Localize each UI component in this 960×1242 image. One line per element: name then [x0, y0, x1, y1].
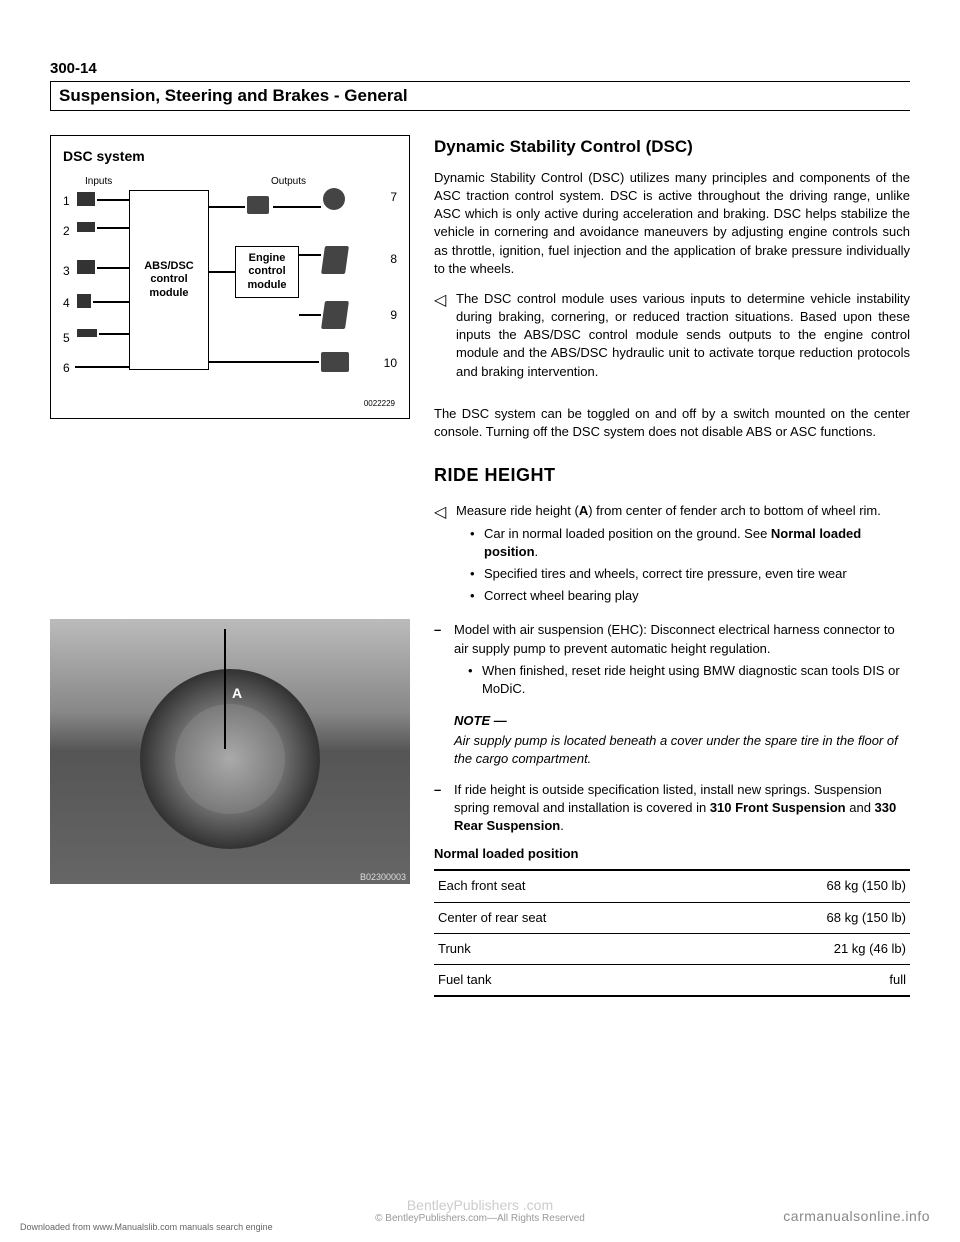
- ride-height-heading: RIDE HEIGHT: [434, 463, 910, 488]
- bullet-icon: •: [468, 662, 482, 698]
- bullet-icon: •: [470, 587, 484, 605]
- photo-id: B02300003: [360, 872, 406, 882]
- spark-icon: [321, 301, 349, 329]
- arrow: [97, 227, 129, 229]
- input-num-1: 1: [63, 194, 70, 208]
- dash-body: Model with air suspension (EHC): Disconn…: [454, 621, 910, 702]
- output-num-7: 7: [390, 190, 397, 204]
- input-num-3: 3: [63, 264, 70, 278]
- page-number: 300-14: [50, 60, 910, 77]
- bullet-text: Specified tires and wheels, correct tire…: [484, 565, 847, 583]
- arrow: [209, 271, 235, 273]
- spark-icon: [321, 246, 349, 274]
- table-row: Each front seat68 kg (150 lb): [434, 870, 910, 902]
- arrow: [209, 361, 319, 363]
- table-cell-value: 21 kg (46 lb): [706, 933, 910, 964]
- steering-icon: [323, 188, 345, 210]
- bullet-text: When finished, reset ride height using B…: [482, 662, 910, 698]
- dash-text: Model with air suspension (EHC): Disconn…: [454, 621, 910, 657]
- arrow: [97, 267, 129, 269]
- sensor-icon: [77, 260, 95, 274]
- wheel-photo: A B02300003: [50, 619, 410, 884]
- text: Car in normal loaded position on the gro…: [484, 526, 771, 541]
- table-cell-value: 68 kg (150 lb): [706, 902, 910, 933]
- measurement-arrow: [224, 629, 226, 749]
- outputs-label: Outputs: [271, 176, 306, 187]
- arrow: [299, 254, 321, 256]
- sensor-icon: [77, 294, 91, 308]
- sensor-icon: [77, 222, 95, 232]
- dsc-para-1: Dynamic Stability Control (DSC) utilizes…: [434, 169, 910, 278]
- triangle-indicator-icon: ◁: [434, 502, 456, 524]
- output-num-10: 10: [384, 356, 397, 370]
- table-cell-value: full: [706, 964, 910, 996]
- arrow: [273, 206, 321, 208]
- dash-icon: –: [434, 781, 454, 836]
- dash-text: If ride height is outside specification …: [454, 781, 910, 836]
- arrow: [209, 206, 245, 208]
- bullet-text: Car in normal loaded position on the gro…: [484, 525, 910, 561]
- text-bold: 310 Front Suspension: [710, 800, 846, 815]
- arrow: [93, 301, 129, 303]
- dash-icon: –: [434, 621, 454, 702]
- output-num-9: 9: [390, 308, 397, 322]
- footer-right: carmanualsonline.info: [783, 1208, 930, 1224]
- input-num-2: 2: [63, 224, 70, 238]
- wheel-rim: [175, 704, 285, 814]
- text: and: [846, 800, 875, 815]
- load-table-title: Normal loaded position: [434, 845, 910, 863]
- sensor-icon: [77, 329, 97, 337]
- ride-height-intro: Measure ride height (A) from center of f…: [456, 502, 910, 520]
- bullet-text: Correct wheel bearing play: [484, 587, 639, 605]
- abs-dsc-module-box: ABS/DSC control module: [129, 190, 209, 370]
- table-cell-value: 68 kg (150 lb): [706, 870, 910, 902]
- arrow: [299, 314, 321, 316]
- text: .: [560, 818, 564, 833]
- dsc-para-2: The DSC control module uses various inpu…: [456, 290, 910, 381]
- measurement-label: A: [232, 685, 242, 701]
- dsc-diagram-title: DSC system: [63, 148, 397, 164]
- dsc-system-diagram: DSC system Inputs Outputs 1 2 3 4 5 6: [50, 135, 410, 419]
- note-body: Air supply pump is located beneath a cov…: [454, 732, 910, 768]
- dsc-heading: Dynamic Stability Control (DSC): [434, 135, 910, 159]
- input-num-6: 6: [63, 361, 70, 375]
- bullet-icon: •: [470, 525, 484, 561]
- table-cell-label: Trunk: [434, 933, 706, 964]
- triangle-indicator-icon: ◁: [434, 290, 456, 312]
- dsc-para-3: The DSC system can be toggled on and off…: [434, 405, 910, 441]
- table-row: Fuel tankfull: [434, 964, 910, 996]
- diagram-id: 0022229: [364, 399, 395, 408]
- text: ) from center of fender arch to bottom o…: [588, 503, 881, 518]
- table-row: Trunk21 kg (46 lb): [434, 933, 910, 964]
- table-cell-label: Center of rear seat: [434, 902, 706, 933]
- table-cell-label: Each front seat: [434, 870, 706, 902]
- section-title: Suspension, Steering and Brakes - Genera…: [50, 81, 910, 111]
- table-cell-label: Fuel tank: [434, 964, 706, 996]
- arrow: [97, 199, 129, 201]
- arrow: [75, 366, 129, 368]
- table-row: Center of rear seat68 kg (150 lb): [434, 902, 910, 933]
- note-heading: NOTE —: [454, 712, 910, 730]
- arrow: [99, 333, 129, 335]
- text: Measure ride height (: [456, 503, 579, 518]
- inputs-label: Inputs: [85, 176, 112, 187]
- right-column: Dynamic Stability Control (DSC) Dynamic …: [434, 135, 910, 997]
- load-table: Each front seat68 kg (150 lb) Center of …: [434, 869, 910, 997]
- measure-ref: A: [579, 503, 588, 518]
- engine-module-box: Engine control module: [235, 246, 299, 298]
- text: .: [535, 544, 539, 559]
- throttle-icon: [321, 352, 349, 372]
- bullet-icon: •: [470, 565, 484, 583]
- left-column: DSC system Inputs Outputs 1 2 3 4 5 6: [50, 135, 410, 997]
- sensor-icon: [77, 192, 95, 206]
- input-num-5: 5: [63, 331, 70, 345]
- output-icon: [247, 196, 269, 214]
- input-num-4: 4: [63, 296, 70, 310]
- footer-left: Downloaded from www.Manualslib.com manua…: [20, 1222, 273, 1232]
- output-num-8: 8: [390, 252, 397, 266]
